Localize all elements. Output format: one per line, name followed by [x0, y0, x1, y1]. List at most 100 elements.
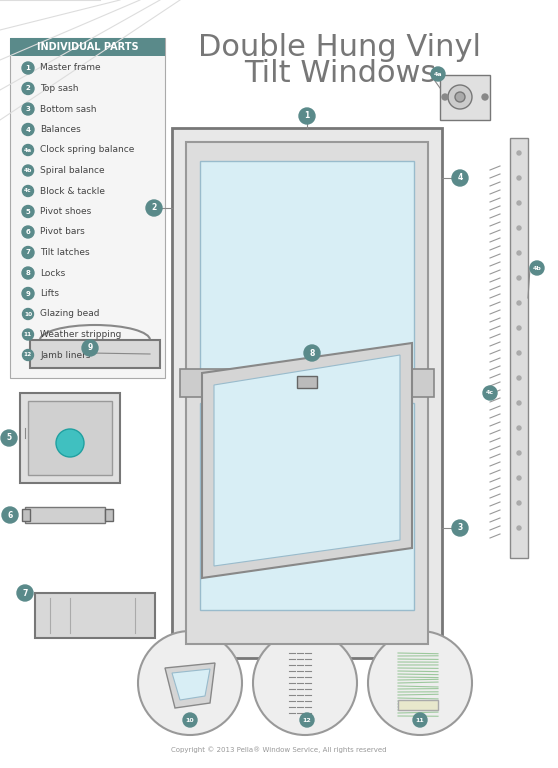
Circle shape	[448, 85, 472, 109]
Circle shape	[140, 611, 150, 621]
Circle shape	[517, 351, 521, 355]
Circle shape	[517, 376, 521, 380]
Circle shape	[517, 201, 521, 205]
Circle shape	[140, 349, 150, 359]
Text: 11: 11	[24, 332, 32, 337]
FancyBboxPatch shape	[10, 38, 165, 56]
Text: Glazing bead: Glazing bead	[40, 310, 99, 319]
Text: 4b: 4b	[533, 266, 541, 270]
Text: 12: 12	[302, 717, 311, 723]
Text: 7: 7	[26, 250, 31, 256]
Circle shape	[138, 631, 242, 735]
FancyBboxPatch shape	[10, 38, 165, 378]
Circle shape	[56, 429, 84, 457]
Circle shape	[483, 386, 497, 400]
Circle shape	[22, 349, 33, 360]
Bar	[510, 138, 528, 558]
Circle shape	[22, 62, 34, 74]
Text: 4: 4	[458, 174, 463, 183]
Text: 4a: 4a	[434, 71, 442, 77]
Text: Pivot shoes: Pivot shoes	[40, 207, 92, 216]
Bar	[22, 509, 30, 521]
Circle shape	[22, 309, 33, 319]
Circle shape	[455, 92, 465, 102]
Circle shape	[40, 611, 50, 621]
Circle shape	[22, 206, 34, 217]
Circle shape	[517, 151, 521, 155]
Polygon shape	[214, 355, 400, 566]
Text: 8: 8	[309, 349, 315, 357]
Bar	[20, 393, 120, 483]
Text: 5: 5	[26, 208, 30, 214]
Bar	[25, 507, 105, 523]
Text: Tilt Windows: Tilt Windows	[244, 58, 436, 88]
Bar	[172, 128, 442, 658]
Text: Bottom sash: Bottom sash	[40, 104, 97, 114]
Bar	[440, 75, 490, 120]
Bar	[186, 142, 428, 644]
Circle shape	[22, 82, 34, 94]
Circle shape	[517, 226, 521, 230]
Text: 6: 6	[26, 229, 30, 235]
Text: 4c: 4c	[24, 188, 32, 194]
Circle shape	[146, 200, 162, 216]
Bar	[30, 340, 160, 368]
Text: Locks: Locks	[40, 269, 65, 277]
Circle shape	[22, 186, 33, 197]
Circle shape	[442, 94, 448, 100]
Circle shape	[22, 124, 34, 135]
Circle shape	[452, 170, 468, 186]
Circle shape	[452, 520, 468, 536]
Bar	[35, 593, 155, 638]
Text: 3: 3	[458, 524, 463, 532]
Circle shape	[22, 165, 33, 176]
Text: 7: 7	[22, 588, 28, 598]
Circle shape	[530, 261, 544, 275]
Polygon shape	[202, 343, 412, 578]
Text: 1: 1	[304, 111, 310, 121]
Circle shape	[413, 713, 427, 727]
Bar	[200, 403, 414, 610]
Circle shape	[82, 340, 98, 356]
Text: 11: 11	[416, 717, 425, 723]
Text: Balances: Balances	[40, 125, 81, 134]
Text: 4b: 4b	[24, 168, 32, 173]
Circle shape	[368, 631, 472, 735]
Circle shape	[517, 276, 521, 280]
Circle shape	[17, 585, 33, 601]
Bar	[200, 161, 414, 383]
Circle shape	[517, 526, 521, 530]
Text: Block & tackle: Block & tackle	[40, 187, 105, 196]
Text: 9: 9	[26, 290, 31, 296]
Circle shape	[517, 451, 521, 455]
Text: Weather stripping: Weather stripping	[40, 330, 122, 339]
Circle shape	[300, 713, 314, 727]
Text: 4: 4	[26, 127, 31, 133]
Circle shape	[183, 713, 197, 727]
Text: 1: 1	[26, 65, 31, 71]
Text: 3: 3	[26, 106, 31, 112]
Circle shape	[517, 501, 521, 505]
Circle shape	[517, 301, 521, 305]
Text: 6: 6	[7, 511, 13, 519]
Circle shape	[517, 326, 521, 330]
Bar	[180, 369, 434, 397]
Circle shape	[299, 108, 315, 124]
Circle shape	[2, 507, 18, 523]
Text: Lifts: Lifts	[40, 289, 59, 298]
Text: 2: 2	[26, 85, 30, 91]
Text: Copyright © 2013 Pella® Window Service, All rights reserved: Copyright © 2013 Pella® Window Service, …	[171, 746, 387, 753]
Polygon shape	[172, 669, 210, 700]
Text: 4a: 4a	[24, 147, 32, 153]
Text: 10: 10	[24, 312, 32, 316]
Bar	[297, 376, 317, 388]
Text: 12: 12	[24, 353, 32, 357]
Text: 10: 10	[186, 717, 194, 723]
Circle shape	[482, 94, 488, 100]
Circle shape	[517, 401, 521, 405]
Text: INDIVIDUAL PARTS: INDIVIDUAL PARTS	[37, 42, 138, 52]
Circle shape	[22, 103, 34, 115]
Text: Clock spring balance: Clock spring balance	[40, 145, 134, 154]
Circle shape	[22, 287, 34, 300]
Circle shape	[22, 247, 34, 259]
